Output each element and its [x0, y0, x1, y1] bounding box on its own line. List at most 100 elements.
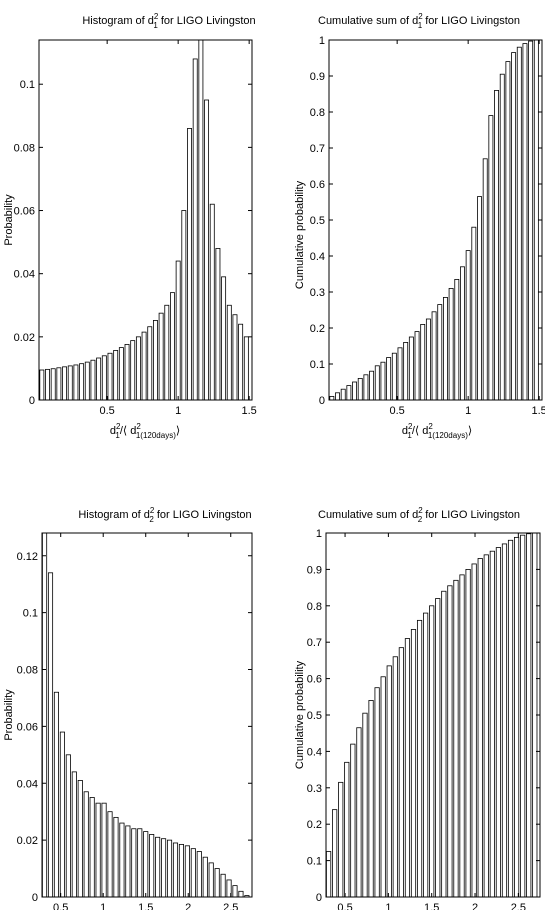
bar — [398, 647, 404, 898]
y-tick-label: 0.08 — [17, 665, 38, 677]
bar — [118, 347, 124, 401]
bar — [124, 344, 130, 401]
bar — [442, 296, 448, 401]
bar — [368, 700, 374, 898]
bar — [214, 868, 220, 898]
y-tick-label: 1 — [319, 35, 325, 47]
bar — [238, 323, 244, 401]
panel-4-xticks: 0.5 1 1.5 2 2.5 — [337, 533, 526, 910]
panel-2-title: Cumulative sum of d2 1 for LIGO Livingsto… — [318, 12, 520, 30]
y-tick-label: 0.1 — [20, 79, 35, 91]
y-tick-label: 0.1 — [23, 608, 38, 620]
y-tick-label: 1 — [316, 528, 322, 540]
panel-1-xlabel: d2 1/⟨ d2 1(120days)⟩ — [110, 422, 180, 440]
bar — [404, 638, 411, 898]
bar — [119, 822, 125, 898]
bar — [125, 825, 131, 898]
panel-1-frame — [38, 39, 253, 401]
bar — [516, 46, 522, 401]
bar — [423, 612, 429, 898]
y-tick-label: 0.02 — [17, 835, 38, 847]
bar — [101, 802, 107, 898]
bar — [329, 395, 335, 401]
bar — [158, 312, 164, 401]
bar — [147, 326, 153, 401]
x-tick-label: 2 — [472, 902, 478, 910]
y-tick-label: 0.6 — [310, 179, 325, 191]
bar — [238, 890, 244, 898]
bar — [161, 838, 167, 898]
y-tick-label: 0.04 — [17, 778, 38, 790]
y-tick-label: 0 — [319, 395, 325, 407]
bar — [209, 203, 215, 401]
bar — [488, 115, 494, 401]
bar — [489, 550, 495, 898]
bar — [90, 359, 96, 401]
bar — [465, 250, 471, 401]
bar — [350, 743, 356, 898]
panel-1-title: Histogram of d2 1 for LIGO Livingston — [82, 12, 255, 30]
panel-3-xticks: 0.5 1 1.5 2 2.5 — [53, 533, 238, 910]
bar — [357, 377, 363, 401]
y-tick-label: 0.9 — [310, 71, 325, 83]
y-tick-label: 0.5 — [307, 710, 322, 722]
bar — [131, 828, 137, 898]
bar — [149, 834, 155, 898]
panel-3-yticks: 0 0.02 0.04 0.06 0.08 0.1 0.12 — [17, 551, 252, 904]
bar — [494, 90, 500, 401]
bar — [471, 563, 477, 898]
bar — [362, 712, 368, 898]
bar — [164, 304, 170, 401]
y-tick-label: 0.8 — [310, 107, 325, 119]
bar — [505, 61, 511, 401]
panel-4-yticks: 0 0.1 0.2 0.3 0.4 0.5 0.6 0.7 0.8 0.9 1 — [307, 528, 540, 904]
bar — [363, 374, 369, 401]
x-tick-label: 0.5 — [53, 902, 68, 910]
y-tick-label: 0.4 — [310, 251, 325, 263]
bar — [380, 676, 386, 898]
bar — [435, 598, 441, 898]
bar — [338, 781, 344, 898]
bar — [477, 196, 482, 401]
bar — [166, 839, 173, 898]
bar — [137, 828, 143, 898]
bar — [410, 629, 417, 898]
bar — [79, 363, 85, 401]
y-tick-label: 0.1 — [307, 856, 322, 868]
y-tick-label: 0.5 — [310, 215, 325, 227]
bar — [220, 873, 226, 898]
bar — [192, 58, 198, 401]
panel-4-title: Cumulative sum of d2 2 for LIGO Livingsto… — [318, 506, 520, 524]
bar — [198, 39, 204, 401]
bar — [107, 811, 113, 898]
bar — [441, 590, 447, 898]
bar — [533, 39, 539, 401]
bar — [39, 369, 45, 401]
y-tick-label: 0.08 — [14, 142, 35, 154]
bar — [77, 780, 83, 898]
bar — [73, 364, 79, 401]
bar — [416, 619, 423, 898]
panel-3-frame — [41, 532, 253, 898]
bar — [181, 210, 187, 401]
panel-1-bars — [39, 39, 249, 401]
bar — [190, 848, 196, 898]
bar — [403, 341, 409, 401]
bar — [386, 665, 392, 898]
bar — [95, 802, 101, 898]
bar — [152, 320, 158, 401]
bar — [83, 791, 89, 898]
panel-2-bars — [329, 39, 539, 401]
bar — [130, 340, 136, 401]
x-tick-label: 2.5 — [223, 902, 238, 910]
bar — [499, 73, 505, 401]
y-tick-label: 0.3 — [307, 783, 322, 795]
bar — [335, 392, 340, 401]
bar — [59, 731, 65, 898]
bar — [196, 851, 202, 898]
bar — [326, 851, 332, 898]
panel-2-xticks: 0.5 1 1.5 — [390, 40, 545, 417]
bar — [514, 536, 520, 898]
bar — [352, 381, 358, 401]
bar — [175, 260, 181, 401]
